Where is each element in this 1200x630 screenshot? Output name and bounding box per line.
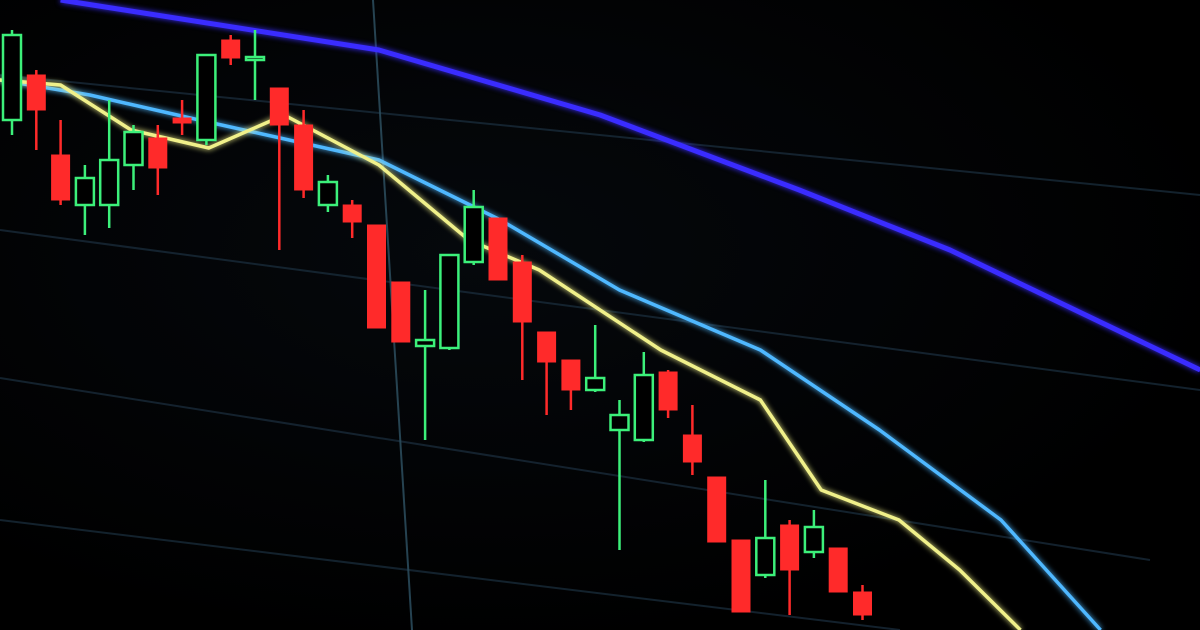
candle-up [196, 53, 217, 145]
candle-body [269, 87, 289, 126]
candle-up [803, 510, 825, 558]
candle-up [755, 480, 776, 578]
candle-down [658, 370, 678, 418]
candle-body [123, 130, 144, 167]
line-ma_slow [60, 0, 1200, 373]
candle-body [414, 338, 436, 348]
candle-down [853, 585, 872, 620]
candle-body [244, 55, 266, 62]
candles [1, 30, 872, 620]
candle-down [269, 87, 289, 250]
candle-body [51, 154, 71, 201]
candle-down [51, 120, 71, 205]
candle-body [342, 204, 362, 223]
candle-body [148, 137, 168, 169]
candle-body [512, 261, 532, 323]
candle-down [221, 35, 241, 65]
candle-body [561, 359, 581, 391]
candle-down [707, 476, 727, 543]
candle-body [755, 536, 776, 577]
candle-body [707, 476, 727, 543]
candle-body [74, 176, 96, 207]
candle-up [74, 165, 96, 235]
candle-body [828, 547, 848, 593]
candle-body [731, 539, 751, 613]
candle-body [633, 373, 655, 442]
candle-body [98, 158, 120, 207]
candle-up [439, 253, 460, 350]
candle-body [317, 180, 339, 207]
candle-body [391, 281, 411, 343]
candle-down [512, 255, 532, 380]
candle-body [221, 39, 241, 59]
candle-down [391, 281, 411, 343]
candle-down [342, 200, 362, 238]
candle-body [439, 253, 460, 350]
candle-up [609, 400, 630, 550]
candle-down [828, 547, 848, 593]
candle-body [488, 217, 508, 281]
candle-up [317, 175, 339, 212]
candle-body [1, 33, 23, 122]
candle-body [537, 331, 557, 363]
candle-down [561, 359, 581, 410]
candle-down [148, 125, 168, 195]
candle-body [26, 74, 46, 111]
candle-down [537, 331, 557, 415]
candle-body [780, 524, 800, 571]
candle-up [463, 190, 484, 265]
candle-body [609, 413, 630, 432]
candle-up [584, 325, 606, 392]
candle-down [294, 110, 314, 198]
grid-line [0, 74, 1200, 196]
candle-down [488, 217, 508, 281]
candle-up [98, 100, 120, 228]
candle-up [633, 352, 655, 442]
candle-body [803, 525, 825, 554]
candle-down [682, 405, 702, 475]
candle-up [123, 125, 144, 190]
candle-body [682, 434, 702, 463]
candle-body [658, 371, 678, 411]
candle-body [853, 591, 872, 616]
candle-down [367, 224, 386, 329]
candle-body [196, 53, 217, 142]
grid-line [0, 377, 1151, 561]
candle-body [294, 124, 314, 191]
candle-down [780, 520, 800, 615]
candle-body [463, 205, 484, 264]
candle-up [244, 30, 266, 100]
candle-body [172, 117, 192, 124]
candle-down [172, 100, 192, 135]
candle-down [731, 539, 751, 613]
line-ma_mid [0, 78, 1102, 630]
candle-down [26, 70, 46, 150]
candle-body [367, 224, 386, 329]
candle-body [584, 376, 606, 392]
candle-up [1, 30, 23, 135]
candle-up [414, 290, 436, 440]
